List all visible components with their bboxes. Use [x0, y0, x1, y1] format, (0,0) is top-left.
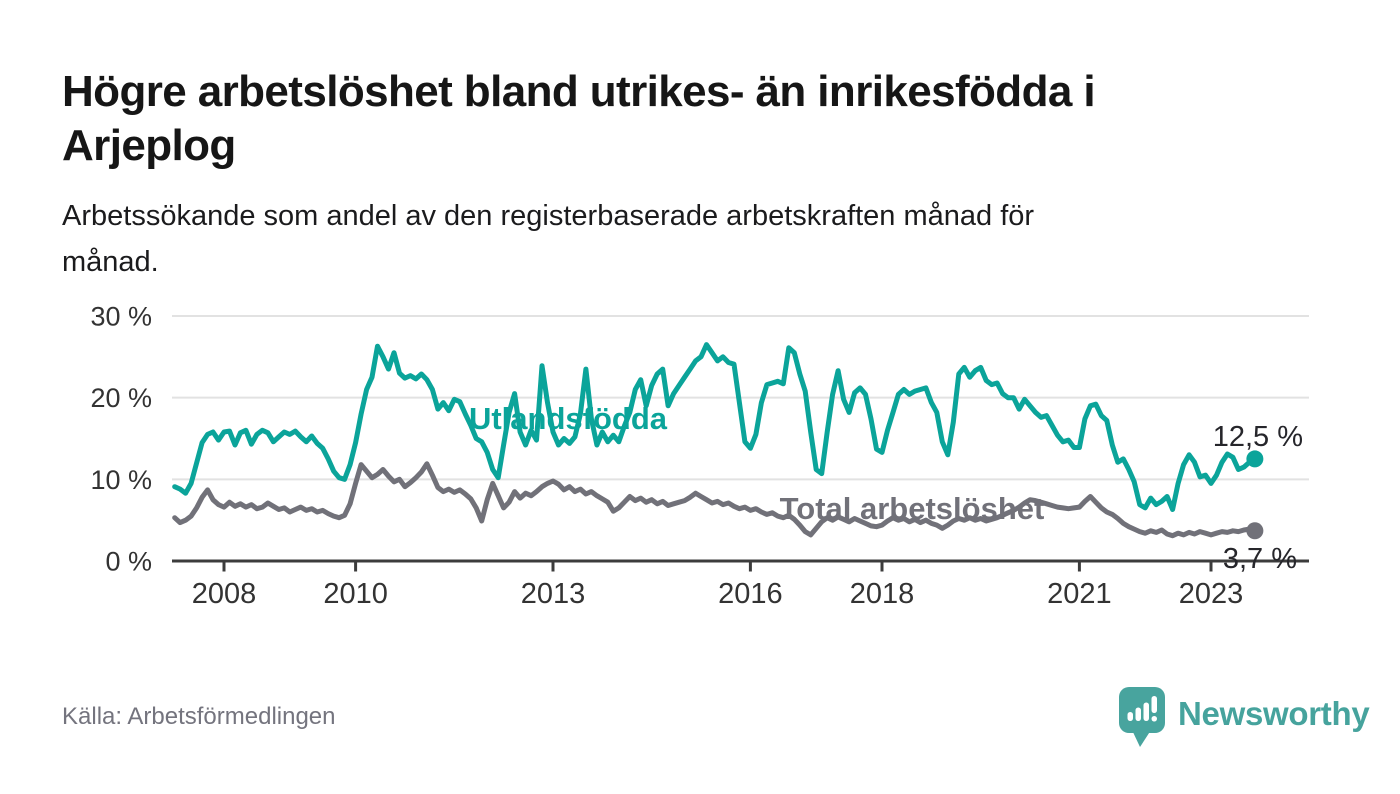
page-subtitle: Arbetssökande som andel av den registerb…	[62, 193, 1342, 285]
series-label-utlandsfodda: Utlandsfödda	[469, 401, 668, 436]
page-subtitle-line-1: Arbetssökande som andel av den registerb…	[62, 200, 1035, 232]
x-tick-label-2021: 2021	[1047, 578, 1112, 610]
x-tick-label-2008: 2008	[192, 578, 257, 610]
end-value-label-total: 3,7 %	[1223, 543, 1297, 575]
x-tick-label-2016: 2016	[718, 578, 783, 610]
series-line-total	[172, 461, 1258, 539]
newsworthy-logo-icon	[1119, 687, 1165, 747]
newsworthy-logo: Newsworthy	[1118, 686, 1370, 750]
y-tick-label-0: 0 %	[105, 546, 152, 576]
series-end-dot-utlandsfodda	[1246, 450, 1264, 468]
x-tick-label-2023: 2023	[1179, 578, 1244, 610]
series-label-total: Total arbetslöshet	[780, 491, 1045, 526]
source-note: Källa: Arbetsförmedlingen	[62, 703, 336, 730]
series-end-dot-total	[1246, 522, 1264, 540]
x-tick-label-2018: 2018	[850, 578, 915, 610]
page-subtitle-line-2: månad.	[62, 246, 159, 278]
page-title-line-1: Högre arbetslöshet bland utrikes- än inr…	[62, 67, 1096, 116]
page-title: Högre arbetslöshet bland utrikes- än inr…	[62, 65, 1342, 173]
x-tick-label-2010: 2010	[323, 578, 388, 610]
page-title-line-2: Arjeplog	[62, 121, 236, 170]
y-tick-label-30: 30 %	[90, 301, 152, 331]
y-tick-label-10: 10 %	[90, 465, 152, 495]
x-tick-label-2013: 2013	[521, 578, 586, 610]
end-value-label-utlandsfodda: 12,5 %	[1213, 421, 1303, 453]
series-line-utlandsfodda	[172, 342, 1258, 512]
y-tick-label-20: 20 %	[90, 383, 152, 413]
newsworthy-logo-text: Newsworthy	[1178, 695, 1370, 732]
